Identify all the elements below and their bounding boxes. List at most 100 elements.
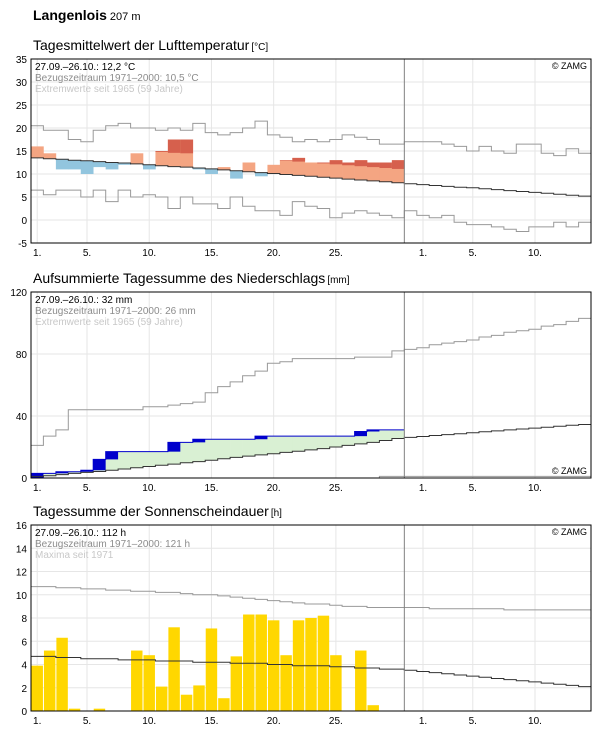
temp-ytick-label: -5 [18, 239, 27, 250]
precip-xtick-label: 15. [204, 483, 218, 494]
precip-increase-bar [255, 436, 268, 440]
precip-fill-bar [255, 436, 268, 455]
precip-xtick-label: 5. [83, 483, 91, 494]
sun-bar [317, 615, 330, 711]
temp-anomaly-bar [68, 160, 82, 170]
precip-increase-bar [367, 429, 380, 432]
precip-fill-bar [130, 451, 144, 468]
sun-bar [305, 618, 317, 711]
sun-maxima-line [31, 586, 591, 611]
precip-fill-bar [230, 439, 243, 458]
sun-bar [355, 650, 367, 711]
sun-bar [280, 655, 292, 711]
sun-ytick-label: 16 [16, 521, 28, 532]
precip-fill-bar [43, 473, 57, 476]
temp-anomaly-bar [205, 168, 218, 174]
precip-xtick-label: 10. [528, 483, 542, 494]
sun-info-current: 27.09.–26.10.: 112 h [35, 528, 126, 539]
temp-xtick-label: 20. [267, 248, 281, 259]
precip-fill-bar [118, 451, 131, 470]
temp-ytick-label: 30 [16, 78, 28, 89]
sun-bar [255, 614, 267, 711]
temperature-unit: [°C] [251, 42, 269, 53]
temp-anomaly-bar [255, 172, 268, 177]
precip-xtick-label: 1. [33, 483, 41, 494]
precip-fill-bar [68, 471, 82, 474]
sun-bar [230, 656, 243, 711]
sun-ytick-label: 8 [21, 614, 27, 625]
temp-xtick-label: 1. [419, 248, 427, 259]
temp-anomaly-bar [317, 162, 330, 178]
temp-anomaly-bar [143, 164, 156, 170]
temp-anomaly-bar [105, 162, 119, 170]
precip-increase-bar [93, 459, 106, 471]
temp-strong-anomaly-bar [367, 162, 380, 168]
temp-strong-anomaly-bar [155, 151, 169, 152]
precipitation-title-text: Aufsummierte Tagessumme des Niederschlag… [33, 270, 326, 286]
temp-info-reference: Bezugszeitraum 1971–2000: 10,5 °C [35, 73, 199, 84]
precip-xtick-label: 1. [419, 483, 427, 494]
temp-xtick-label: 25. [329, 248, 343, 259]
precip-fill-bar [205, 439, 218, 461]
station-altitude: 207 m [109, 11, 141, 23]
temp-anomaly-bar [342, 162, 355, 180]
temp-strong-anomaly-bar [317, 162, 330, 164]
sun-xtick-label: 5. [83, 716, 91, 727]
sun-bar [330, 655, 342, 711]
temp-ytick-label: 20 [16, 124, 28, 135]
precip-increase-bar [105, 451, 119, 460]
temp-anomaly-bar [43, 153, 57, 159]
temperature-title: Tagesmittelwert der Lufttemperatur [°C] [33, 37, 268, 53]
temp-anomaly-bar [93, 161, 106, 168]
precip-ytick-label: 80 [16, 350, 28, 361]
sun-xtick-label: 5. [469, 716, 477, 727]
precip-increase-bar [80, 470, 94, 472]
temp-anomaly-bar [217, 167, 231, 170]
sun-bar [155, 686, 168, 711]
temp-anomaly-bar [192, 168, 206, 170]
sun-bar [193, 685, 205, 711]
sun-xtick-label: 20. [267, 716, 281, 727]
sun-ytick-label: 14 [16, 544, 28, 555]
temp-anomaly-bar [118, 162, 131, 165]
precip-fill-bar [379, 429, 393, 441]
sun-xtick-label: 10. [528, 716, 542, 727]
precip-observed-line [31, 429, 405, 474]
precip-ytick-label: 0 [21, 474, 27, 485]
sun-ytick-label: 10 [16, 591, 28, 602]
precip-increase-bar [354, 431, 368, 437]
sun-bar [43, 650, 56, 711]
temp-anomaly-bar [292, 157, 306, 176]
sun-bar [218, 698, 230, 711]
temp-ytick-label: 5 [21, 193, 27, 204]
sun-xtick-label: 1. [33, 716, 41, 727]
precip-fill-bar [342, 436, 355, 446]
sun-bar [243, 614, 255, 711]
sun-ytick-label: 0 [21, 707, 27, 718]
temp-anomaly-bar [130, 153, 144, 164]
sun-xtick-label: 15. [204, 716, 218, 727]
station-name: Langenlois [33, 7, 107, 23]
precip-frame [30, 291, 592, 479]
precip-info-extremes: Extremwerte seit 1965 (59 Jahre) [35, 317, 183, 328]
temp-strong-anomaly-bar [379, 162, 393, 169]
precip-max-extreme-line [31, 317, 591, 446]
temp-ytick-label: 10 [16, 170, 28, 181]
sun-bar [68, 708, 81, 711]
temp-strong-anomaly-bar [354, 160, 368, 167]
temp-strong-anomaly-bar [180, 139, 194, 154]
sun-xtick-label: 10. [142, 716, 156, 727]
temp-min-extreme-line [31, 189, 591, 232]
temp-max-extreme-line [31, 120, 591, 157]
temp-anomaly-bar [329, 160, 343, 179]
precip-fill-bar [329, 436, 343, 447]
temp-anomaly-bar [80, 160, 94, 174]
precip-fill-bar [304, 436, 318, 450]
temp-ytick-label: 35 [16, 55, 28, 66]
sunshine-title-text: Tagessumme der Sonnenscheindauer [33, 503, 269, 519]
temp-anomaly-bar [55, 159, 69, 170]
precip-fill-bar [155, 451, 169, 466]
sun-ytick-label: 12 [16, 568, 28, 579]
temp-anomaly-bar [155, 151, 169, 166]
